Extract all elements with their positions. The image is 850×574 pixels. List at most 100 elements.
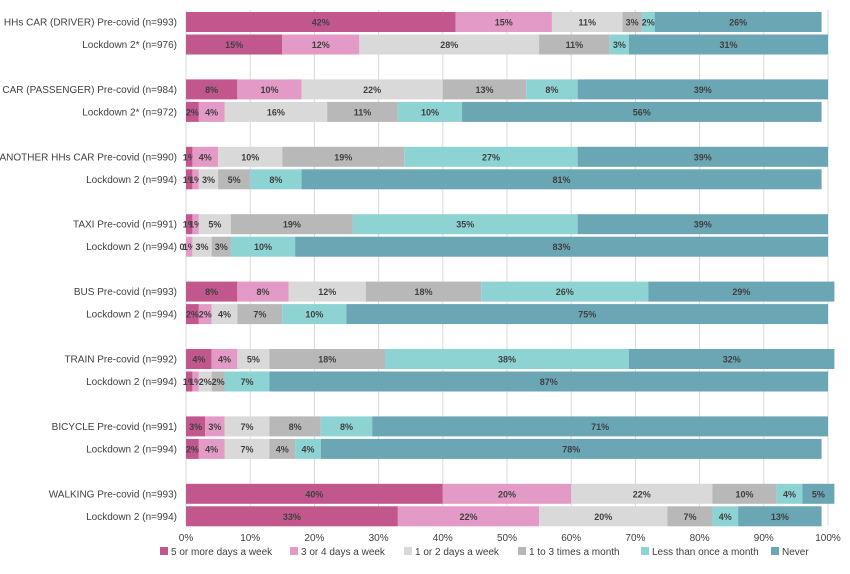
bar-segment	[237, 349, 270, 369]
data-label: 7%	[240, 444, 253, 454]
data-label: 28%	[440, 40, 458, 50]
data-label: 2%	[212, 377, 225, 387]
bar-segment	[230, 214, 353, 235]
data-label: 3%	[189, 422, 202, 432]
bar-segment	[269, 371, 829, 392]
x-tick-label: 80%	[690, 533, 710, 544]
row-labels: HHs CAR (DRIVER) Pre-covid (n=993) Lockdo…	[0, 18, 177, 523]
row-label: Lockdown 2 (n=994)	[86, 175, 177, 186]
bar-segment	[211, 349, 238, 369]
bar-segment	[648, 281, 835, 302]
data-label: 5%	[208, 220, 221, 230]
x-tick-label: 10%	[240, 533, 260, 544]
x-tick-label: 90%	[754, 533, 774, 544]
bar-segment	[186, 371, 193, 392]
data-label: 7%	[683, 512, 696, 522]
data-label: 10%	[421, 107, 439, 117]
data-label: 4%	[218, 355, 231, 365]
bar-segment	[404, 146, 578, 167]
data-label: 10%	[241, 152, 259, 162]
bar-segment	[359, 34, 540, 55]
data-label: 4%	[199, 152, 212, 162]
data-label: 75%	[578, 310, 596, 320]
bar-segment	[442, 79, 527, 100]
bar-segment	[186, 146, 193, 167]
x-tick-label: 0%	[179, 533, 194, 544]
bar-segment	[365, 281, 482, 302]
data-label: 20%	[498, 489, 516, 499]
bar-segment	[526, 79, 578, 100]
data-label: 1%	[183, 242, 196, 252]
data-label: 8%	[340, 422, 353, 432]
bar-segment	[385, 349, 629, 369]
legend-swatch	[771, 547, 779, 555]
data-label: 19%	[334, 152, 352, 162]
bar-segment	[211, 236, 231, 257]
data-label: 15%	[225, 40, 243, 50]
data-label: 10%	[254, 242, 272, 252]
bar-segment	[667, 506, 713, 527]
data-label: 18%	[318, 355, 336, 365]
data-label: 11%	[578, 18, 596, 28]
bar-segment	[224, 101, 328, 122]
bar-segment	[320, 438, 822, 459]
bar-segment	[230, 236, 296, 257]
data-label: 7%	[253, 310, 266, 320]
bar-segment	[186, 214, 193, 235]
legend-swatch	[290, 547, 298, 555]
row-label: BICYCLE Pre-covid (n=991)	[52, 422, 177, 433]
x-tick-label: 100%	[815, 533, 841, 544]
data-label: 1%	[189, 175, 202, 185]
data-label: 3%	[208, 422, 221, 432]
bar-segment	[455, 12, 552, 32]
data-label: 3%	[215, 242, 228, 252]
data-label: 81%	[553, 175, 571, 185]
legend-label: Never	[782, 547, 809, 558]
data-label: 18%	[415, 287, 433, 297]
data-label: 22%	[633, 489, 651, 499]
data-label: 8%	[257, 287, 270, 297]
data-label: 20%	[594, 512, 612, 522]
x-axis-ticks: 0% 10% 20% 30% 40% 50% 60% 70% 80% 90% 100%	[179, 533, 841, 544]
data-label: 8%	[289, 422, 302, 432]
data-label: 16%	[267, 107, 285, 117]
legend-swatch	[404, 547, 412, 555]
data-label: 4%	[276, 444, 289, 454]
data-label: 3%	[202, 175, 215, 185]
data-label: 4%	[205, 444, 218, 454]
legend-label: Less than once a month	[652, 547, 759, 558]
data-label: 2%	[199, 377, 212, 387]
data-label: 4%	[783, 489, 796, 499]
x-tick-label: 20%	[304, 533, 324, 544]
bar-segment	[186, 12, 456, 32]
bar-segment	[186, 236, 193, 257]
bar-segment	[186, 281, 238, 302]
bar-segment	[282, 146, 405, 167]
x-tick-label: 60%	[561, 533, 581, 544]
bar-segment	[301, 169, 822, 190]
bar-segment	[346, 304, 828, 325]
bar-segment	[577, 146, 828, 167]
bar-segment	[622, 12, 642, 32]
data-label: 2%	[186, 310, 199, 320]
bar-segment	[320, 416, 373, 437]
bar-segment	[397, 506, 540, 527]
bar-segment	[186, 438, 199, 459]
bar-segment	[712, 506, 739, 527]
data-label: 26%	[556, 287, 574, 297]
bar-segment	[539, 34, 610, 55]
data-label: 2%	[186, 107, 199, 117]
bar-segment	[205, 416, 225, 437]
data-label: 1%	[183, 220, 196, 230]
bar-segment	[462, 101, 822, 122]
bar-segment	[198, 214, 231, 235]
data-label: 4%	[205, 107, 218, 117]
row-label: HHs CAR (DRIVER) Pre-covid (n=993)	[4, 18, 177, 29]
bar-segment	[186, 34, 283, 55]
bar-segment	[186, 416, 206, 437]
bar-segment	[372, 416, 828, 437]
bar-segment	[211, 371, 225, 392]
bar-segment	[237, 79, 302, 100]
data-label: 27%	[482, 152, 500, 162]
